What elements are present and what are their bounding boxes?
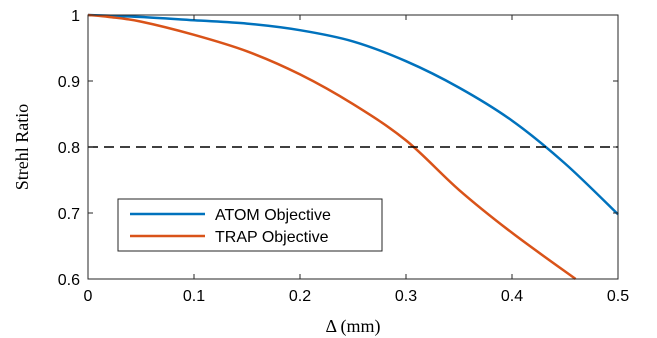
- x-tick-label: 0.2: [289, 288, 311, 305]
- x-axis-title: Δ (mm): [325, 316, 380, 337]
- x-tick-label: 0: [84, 288, 93, 305]
- x-tick-label: 0.5: [607, 288, 629, 305]
- series-line-trap: [87, 13, 577, 281]
- legend-box: [117, 198, 383, 252]
- legend: ATOM Objective TRAP Objective: [117, 198, 383, 252]
- y-tick-label: 0.8: [58, 140, 80, 157]
- series-layer: [87, 13, 619, 281]
- y-tick-label: 0.9: [58, 74, 80, 91]
- legend-label-trap: TRAP Objective: [215, 229, 329, 246]
- x-tick-labels: 0 0.1 0.2 0.3 0.4 0.5: [84, 288, 630, 305]
- y-axis-title: Strehl Ratio: [12, 104, 32, 191]
- x-tick-label: 0.4: [501, 288, 523, 305]
- x-tick-label: 0.3: [395, 288, 417, 305]
- legend-label-atom: ATOM Objective: [215, 207, 331, 224]
- x-tick-label: 0.1: [183, 288, 205, 305]
- y-tick-labels: 0.6 0.7 0.8 0.9 1: [58, 8, 80, 289]
- y-tick-label: 0.6: [58, 272, 80, 289]
- series-line-atom: [87, 13, 619, 216]
- y-tick-label: 0.7: [58, 206, 80, 223]
- y-tick-label: 1: [71, 8, 80, 25]
- tick-layer: [87, 14, 619, 280]
